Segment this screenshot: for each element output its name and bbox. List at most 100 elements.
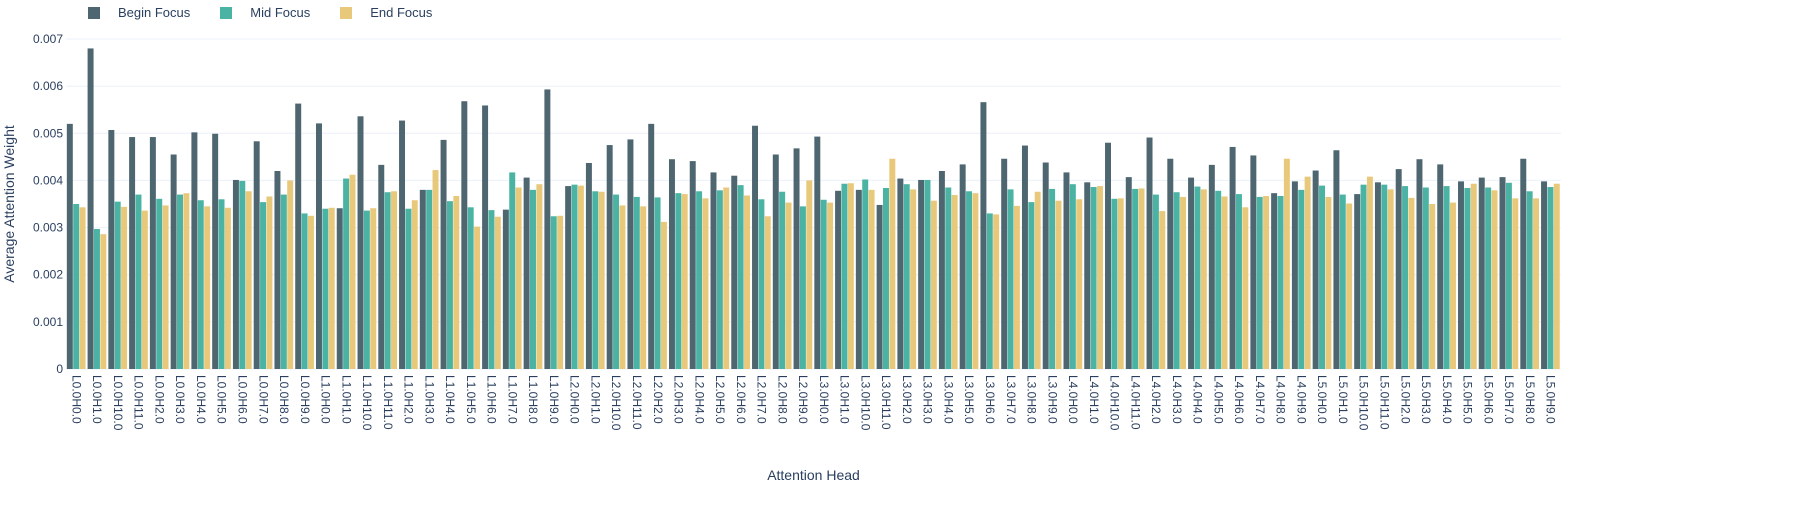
bar-begin-focus[interactable] [668, 159, 675, 369]
bar-mid-focus[interactable] [841, 183, 848, 369]
bar-end-focus[interactable] [1533, 198, 1540, 369]
bar-mid-focus[interactable] [114, 201, 121, 369]
bar-begin-focus[interactable] [1333, 150, 1340, 369]
bar-begin-focus[interactable] [752, 125, 759, 369]
bar-end-focus[interactable] [349, 174, 356, 369]
bar-mid-focus[interactable] [509, 172, 516, 369]
bar-mid-focus[interactable] [1173, 192, 1180, 369]
bar-begin-focus[interactable] [482, 105, 489, 369]
bar-end-focus[interactable] [391, 191, 397, 369]
bar-begin-focus[interactable] [1021, 145, 1028, 369]
bar-begin-focus[interactable] [544, 89, 551, 369]
bar-mid-focus[interactable] [363, 210, 370, 369]
bar-mid-focus[interactable] [1298, 189, 1305, 369]
bar-mid-focus[interactable] [384, 192, 391, 369]
bar-end-focus[interactable] [1055, 200, 1062, 369]
bar-end-focus[interactable] [764, 216, 771, 369]
bar-begin-focus[interactable] [1084, 182, 1091, 369]
bar-mid-focus[interactable] [613, 194, 620, 369]
bar-end-focus[interactable] [183, 193, 190, 369]
bar-begin-focus[interactable] [419, 189, 426, 369]
bar-mid-focus[interactable] [73, 204, 80, 369]
bar-mid-focus[interactable] [135, 194, 142, 369]
bar-end-focus[interactable] [1076, 199, 1083, 369]
bar-end-focus[interactable] [993, 214, 1000, 369]
bar-begin-focus[interactable] [1001, 158, 1008, 369]
bar-begin-focus[interactable] [1146, 137, 1153, 369]
bar-end-focus[interactable] [1283, 158, 1290, 369]
bar-end-focus[interactable] [1491, 190, 1498, 369]
bar-end-focus[interactable] [1325, 196, 1332, 369]
bar-end-focus[interactable] [1512, 198, 1519, 369]
bar-end-focus[interactable] [328, 207, 335, 369]
bar-end-focus[interactable] [370, 208, 377, 369]
bar-end-focus[interactable] [1138, 188, 1145, 369]
bar-begin-focus[interactable] [149, 137, 156, 369]
bar-mid-focus[interactable] [1422, 187, 1429, 370]
bar-mid-focus[interactable] [280, 194, 287, 369]
bar-mid-focus[interactable] [945, 187, 952, 370]
bar-begin-focus[interactable] [876, 204, 883, 369]
bar-end-focus[interactable] [577, 185, 584, 369]
bar-begin-focus[interactable] [689, 161, 696, 369]
bar-begin-focus[interactable] [129, 137, 136, 369]
bar-mid-focus[interactable] [426, 189, 433, 369]
bar-begin-focus[interactable] [336, 208, 343, 369]
bar-begin-focus[interactable] [731, 175, 738, 369]
bar-begin-focus[interactable] [1188, 177, 1195, 369]
bar-mid-focus[interactable] [1132, 188, 1139, 369]
bar-mid-focus[interactable] [446, 201, 453, 369]
bar-end-focus[interactable] [557, 215, 564, 369]
bar-mid-focus[interactable] [1152, 194, 1159, 369]
bar-begin-focus[interactable] [980, 102, 987, 370]
legend-item-end-focus[interactable]: End Focus [340, 5, 432, 20]
bar-begin-focus[interactable] [938, 171, 945, 369]
bar-begin-focus[interactable] [814, 136, 821, 369]
bar-end-focus[interactable] [1200, 189, 1207, 369]
bar-mid-focus[interactable] [1402, 186, 1409, 369]
bar-end-focus[interactable] [910, 189, 917, 369]
bar-mid-focus[interactable] [1464, 187, 1471, 369]
bar-mid-focus[interactable] [218, 199, 225, 369]
bar-begin-focus[interactable] [1437, 164, 1444, 369]
bar-end-focus[interactable] [744, 195, 750, 369]
bar-begin-focus[interactable] [1458, 181, 1464, 369]
bar-begin-focus[interactable] [502, 209, 509, 369]
bar-end-focus[interactable] [307, 215, 314, 369]
bar-end-focus[interactable] [1034, 191, 1041, 369]
bar-end-focus[interactable] [515, 187, 522, 370]
bar-begin-focus[interactable] [274, 171, 281, 369]
bar-end-focus[interactable] [121, 206, 128, 369]
bar-end-focus[interactable] [245, 191, 252, 369]
bar-end-focus[interactable] [1159, 211, 1166, 369]
bar-end-focus[interactable] [1221, 196, 1228, 369]
bar-mid-focus[interactable] [779, 191, 786, 369]
legend-item-begin-focus[interactable]: Begin Focus [88, 5, 190, 20]
bar-end-focus[interactable] [287, 180, 294, 369]
bar-mid-focus[interactable] [1547, 187, 1554, 369]
bar-begin-focus[interactable] [710, 172, 717, 369]
bar-end-focus[interactable] [1242, 207, 1249, 369]
bar-begin-focus[interactable] [399, 120, 406, 369]
bar-begin-focus[interactable] [835, 190, 842, 369]
bar-mid-focus[interactable] [93, 228, 100, 369]
bar-end-focus[interactable] [536, 184, 543, 369]
bar-begin-focus[interactable] [170, 154, 177, 370]
bar-end-focus[interactable] [432, 170, 439, 369]
bar-begin-focus[interactable] [253, 141, 260, 369]
bar-begin-focus[interactable] [1271, 193, 1278, 369]
bar-end-focus[interactable] [660, 221, 667, 369]
bar-mid-focus[interactable] [1215, 190, 1222, 369]
bar-mid-focus[interactable] [924, 179, 931, 369]
bar-end-focus[interactable] [1117, 198, 1124, 369]
bar-end-focus[interactable] [266, 196, 273, 369]
bar-end-focus[interactable] [1387, 189, 1394, 369]
bar-mid-focus[interactable] [1485, 187, 1492, 370]
bar-begin-focus[interactable] [1499, 177, 1506, 369]
bar-mid-focus[interactable] [820, 199, 827, 369]
bar-mid-focus[interactable] [633, 196, 640, 369]
bar-end-focus[interactable] [1366, 176, 1373, 369]
bar-mid-focus[interactable] [260, 202, 267, 369]
bar-end-focus[interactable] [474, 226, 481, 369]
bar-mid-focus[interactable] [405, 208, 412, 369]
